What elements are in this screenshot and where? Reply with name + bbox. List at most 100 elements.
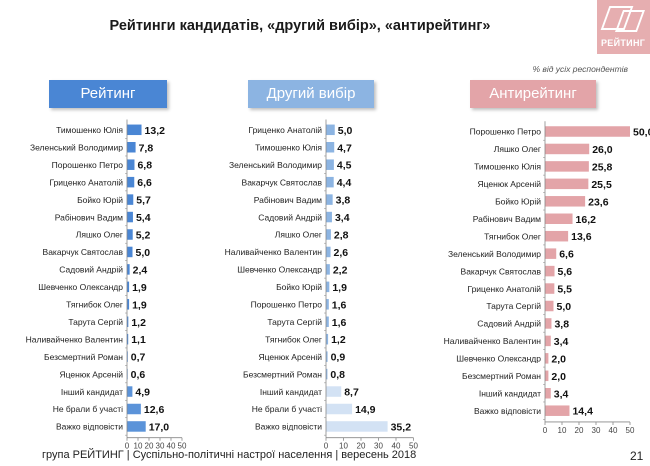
antirating-bar (545, 126, 630, 137)
second-choice-value-label: 5,0 (338, 125, 353, 137)
second-choice-value-label: 8,7 (344, 387, 359, 399)
footer-text: група РЕЙТИНГ | Суспільно-політичні наст… (42, 449, 417, 461)
antirating-bar (545, 213, 573, 224)
second-choice-bar (326, 386, 342, 397)
rating-category-label: Наливайченко Валентин (26, 334, 124, 344)
rating-value-label: 1,2 (131, 317, 146, 329)
antirating-value-label: 25,5 (591, 179, 612, 191)
rating-category-label: Важко відповісти (56, 422, 123, 432)
second-choice-bar (326, 299, 329, 310)
antirating-category-label: Порошенко Петро (470, 127, 542, 137)
logo-text: РЕЙТИНГ (601, 38, 646, 48)
antirating-bar (545, 318, 552, 329)
rating-value-label: 6,6 (137, 177, 152, 189)
antirating-value-label: 25,8 (592, 161, 613, 173)
rating-x-tick-label: 0 (125, 442, 130, 451)
rating-category-label: Інший кандидат (61, 387, 123, 397)
second-choice-category-label: Тягнибок Олег (265, 334, 322, 344)
rating-bar (127, 264, 130, 275)
second-choice-x-tick-label: 30 (374, 442, 383, 451)
antirating-value-label: 3,4 (554, 388, 569, 400)
second-choice-bar (326, 333, 329, 345)
antirating-x-tick-label: 0 (543, 426, 548, 435)
second-choice-bar (326, 142, 335, 153)
second-choice-bar (326, 403, 353, 415)
antirating-value-label: 5,6 (558, 266, 573, 278)
antirating-x-tick-label: 30 (592, 426, 601, 435)
rating-value-label: 13,2 (145, 125, 166, 137)
second-choice-category-label: Тимошенко Юлія (255, 142, 322, 152)
antirating-value-label: 3,8 (554, 318, 569, 330)
second-choice-value-label: 4,5 (337, 160, 352, 172)
antirating-value-label: 6,6 (559, 249, 574, 261)
second-choice-value-label: 14,9 (355, 404, 376, 416)
rating-x-tick-label: 50 (178, 442, 187, 451)
rating-category-label: Не брали б участі (53, 404, 123, 414)
second-choice-category-label: Ляшко Олег (275, 230, 322, 240)
antirating-value-label: 3,4 (554, 336, 569, 348)
rating-value-label: 1,9 (132, 299, 147, 311)
second-choice-category-label: Шевченко Олександр (237, 265, 322, 275)
antirating-value-label: 26,0 (592, 144, 613, 156)
rating-category-label: Безсмертний Роман (44, 352, 123, 362)
rating-category-label: Ляшко Олег (76, 230, 123, 240)
antirating-category-label: Наливайченко Валентин (444, 336, 542, 346)
rating-value-label: 1,1 (131, 334, 146, 346)
antirating-category-label: Інший кандидат (479, 388, 541, 398)
rating-logo: РЕЙТИНГ (597, 0, 650, 54)
second-choice-value-label: 4,4 (337, 177, 352, 189)
antirating-value-label: 5,5 (557, 284, 572, 296)
antirating-header: Антирейтинг (470, 80, 596, 108)
rating-value-label: 5,2 (136, 230, 151, 242)
second-choice-x-tick-label: 40 (392, 442, 401, 451)
rating-value-label: 12,6 (144, 404, 165, 416)
antirating-category-label: Зеленський Володимир (448, 249, 541, 259)
second-choice-category-label: Безсмертний Роман (243, 369, 322, 379)
second-choice-value-label: 3,8 (336, 195, 351, 207)
second-choice-category-label: Інший кандидат (260, 387, 322, 397)
rating-category-label: Тимошенко Юлія (56, 125, 123, 135)
antirating-category-label: Ляшко Олег (494, 144, 541, 154)
rating-bar (127, 229, 133, 240)
second-choice-category-label: Важко відповісти (255, 422, 322, 432)
second-choice-bar (326, 281, 330, 293)
second-choice-bar (326, 159, 334, 170)
second-choice-bar (326, 229, 331, 240)
second-choice-category-label: Гриценко Анатолій (248, 125, 322, 135)
rating-value-label: 7,8 (139, 142, 154, 154)
rating-category-label: Бойко Юрій (77, 195, 123, 205)
antirating-bar (545, 335, 551, 347)
rating-x-tick-label: 40 (167, 442, 176, 451)
antirating-value-label: 2,0 (551, 353, 566, 365)
rating-bar (127, 176, 135, 188)
antirating-value-label: 50,0 (633, 127, 650, 139)
rating-value-label: 1,9 (132, 282, 147, 294)
rating-category-label: Садовий Андрій (59, 265, 123, 275)
second-choice-bar (326, 124, 335, 136)
rating-bar (127, 142, 136, 153)
antirating-category-label: Тимошенко Юлія (474, 162, 541, 172)
second-choice-category-label: Бойко Юрій (276, 282, 322, 292)
second-choice-category-label: Не брали б участі (252, 404, 322, 414)
antirating-bar (545, 405, 570, 416)
antirating-bar (545, 388, 551, 399)
rating-value-label: 4,9 (135, 387, 150, 399)
second-choice-bar (326, 421, 388, 432)
rating-value-label: 0,6 (131, 369, 146, 381)
second-choice-value-label: 0,8 (330, 369, 345, 381)
rating-category-label: Гриценко Анатолій (49, 177, 123, 187)
second-choice-header: Другий вибір (248, 80, 374, 108)
antirating-bar (545, 143, 590, 155)
rating-value-label: 0,7 (131, 352, 146, 364)
page-number: 21 (630, 449, 644, 463)
antirating-bar (545, 265, 555, 277)
rating-bar (127, 316, 129, 327)
second-choice-category-label: Тарута Сергій (267, 317, 322, 327)
rating-value-label: 6,8 (137, 160, 152, 172)
second-choice-x-tick-label: 50 (409, 442, 418, 451)
antirating-value-label: 2,0 (551, 371, 566, 383)
rating-value-label: 2,4 (133, 264, 148, 276)
antirating-category-label: Бойко Юрій (495, 197, 541, 207)
antirating-x-tick-label: 10 (558, 426, 567, 435)
